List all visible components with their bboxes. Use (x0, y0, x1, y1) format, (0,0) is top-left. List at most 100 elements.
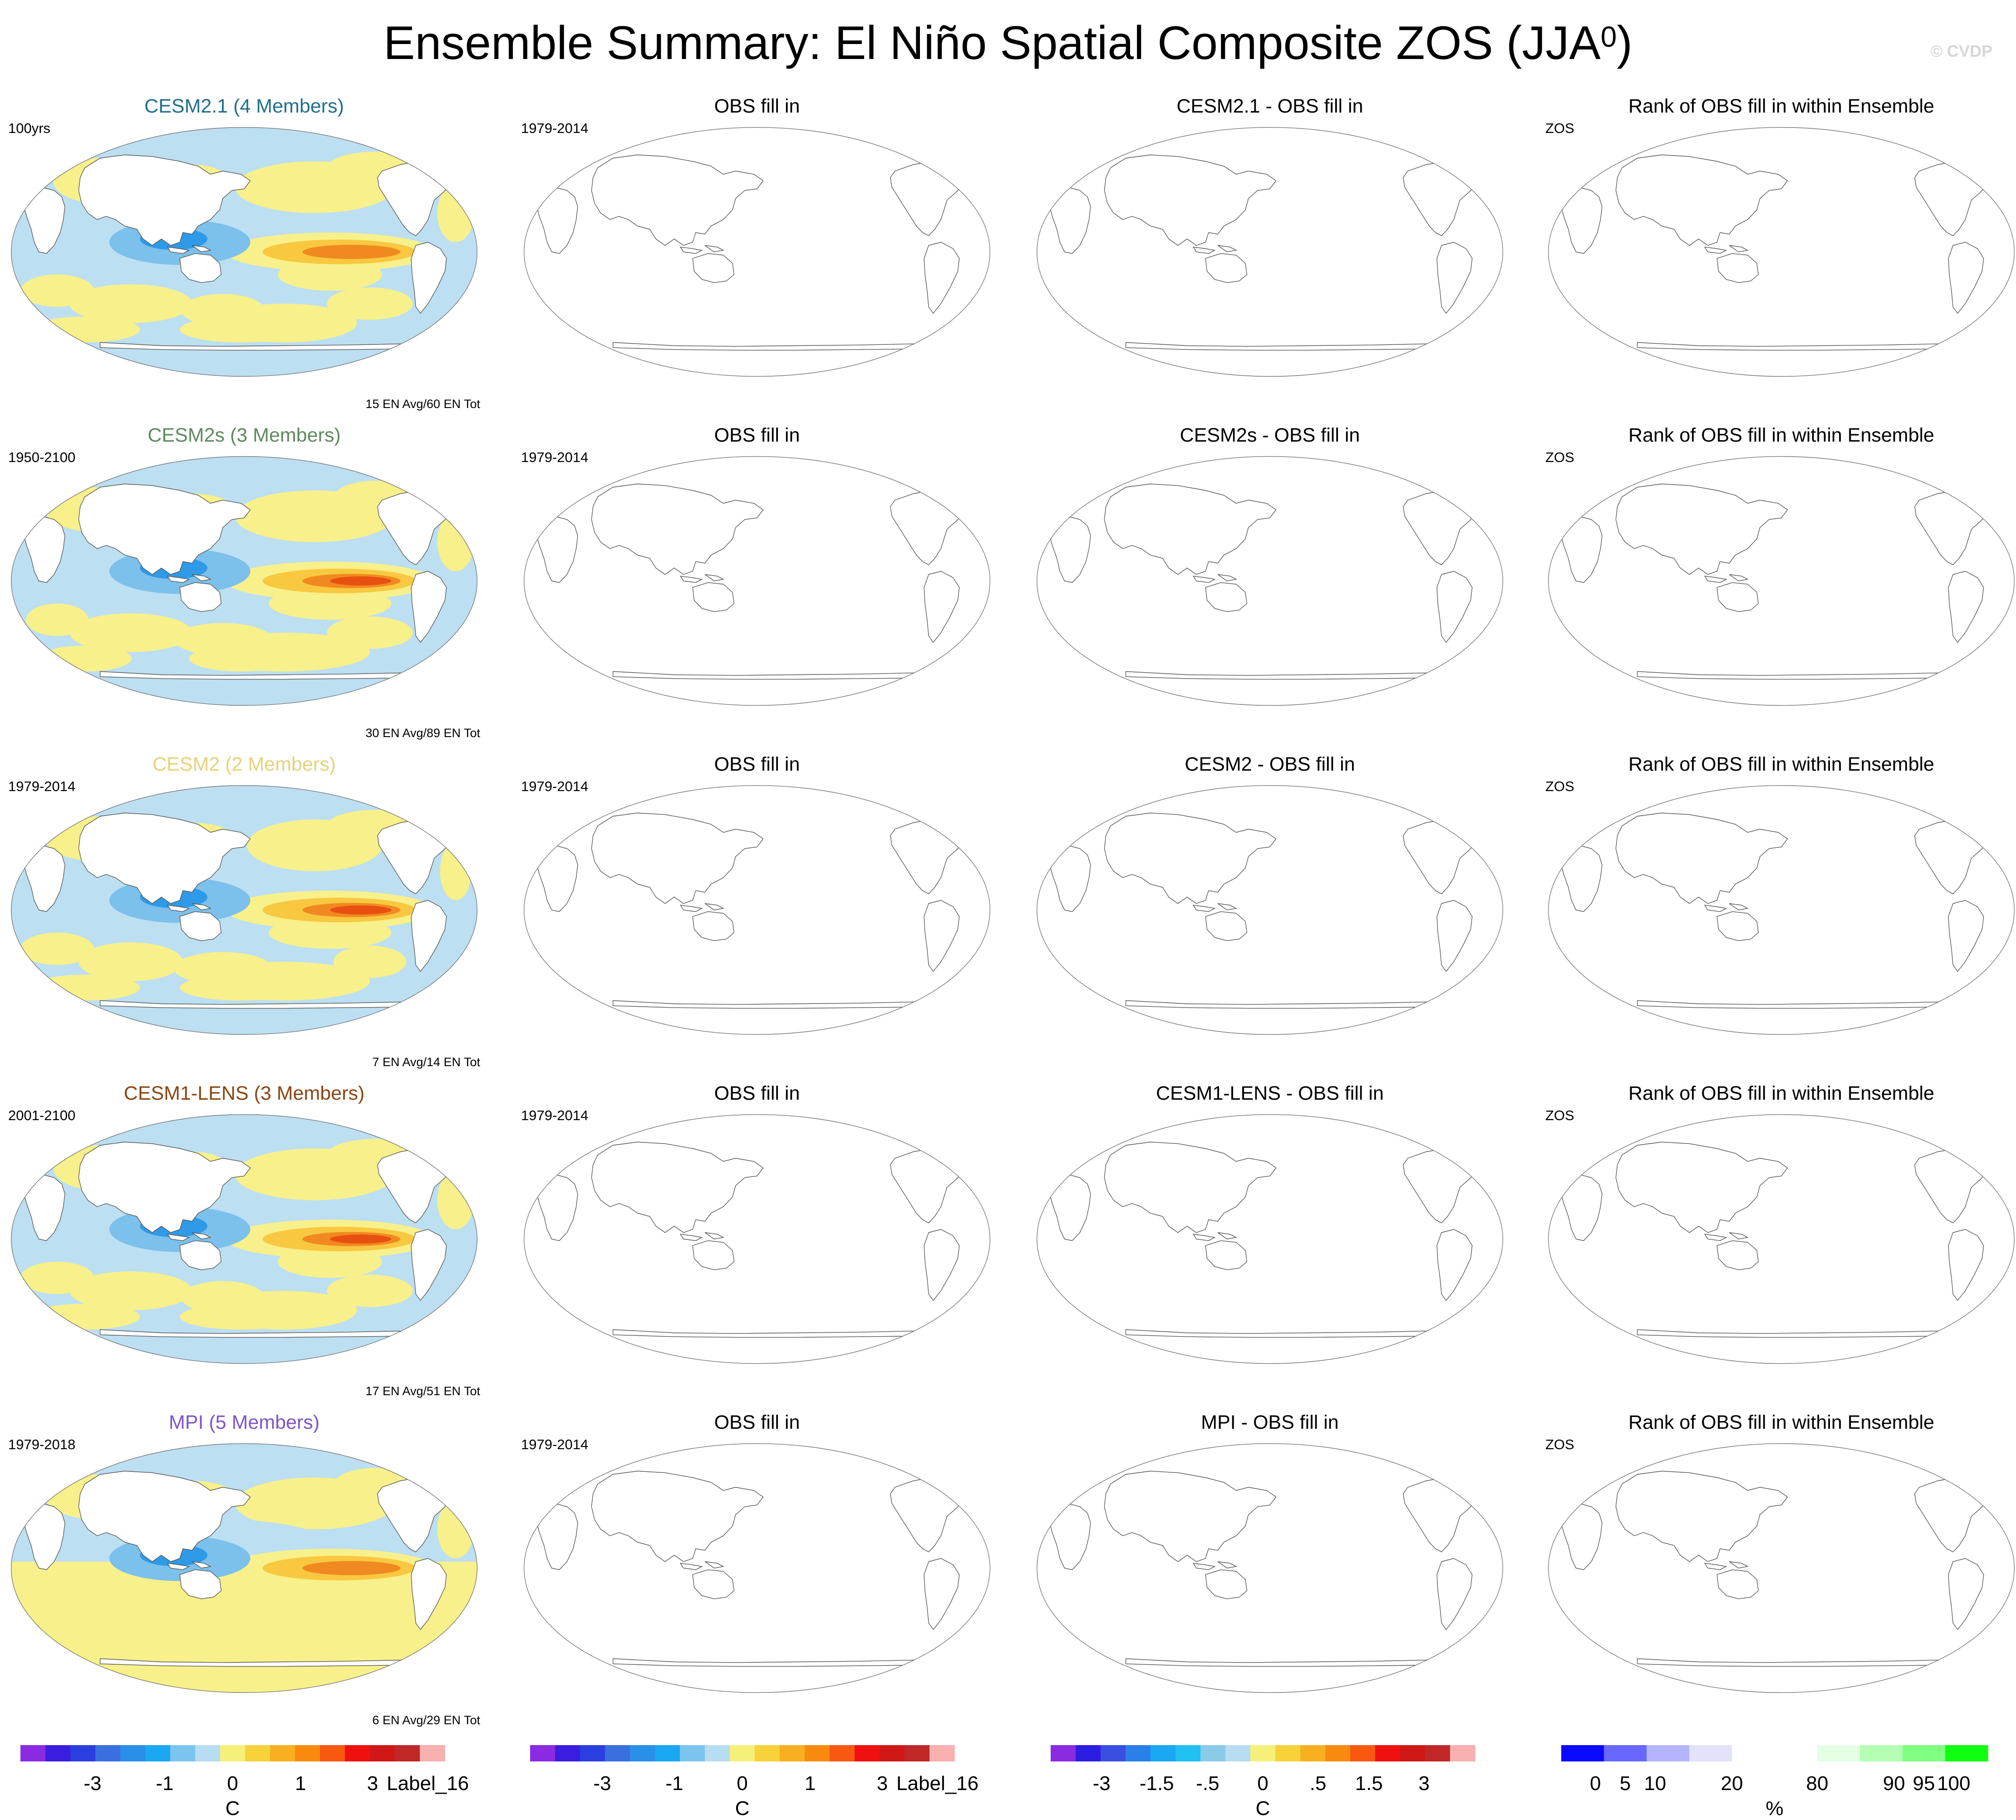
colorbar-tick-label: 80 (1806, 1772, 1829, 1795)
map-border (1548, 1114, 2015, 1364)
obs-composite-title: OBS fill in (714, 753, 800, 775)
colorbar-4 (1561, 1745, 1988, 1761)
model-composite-period-label: 1950-2100 (8, 449, 76, 465)
ocean-field-empty (524, 1114, 990, 1364)
colorbar-swatch (1732, 1745, 1775, 1761)
difference-map-title: CESM1-LENS - OBS fill in (1156, 1082, 1384, 1104)
anomaly-region-positive (30, 316, 140, 343)
colorbar-swatch (530, 1745, 556, 1761)
ocean-field-empty (1037, 785, 1503, 1035)
difference-map-title: CESM2 - OBS fill in (1185, 753, 1355, 775)
enso-tongue-max (330, 905, 392, 915)
anomaly-region-positive (333, 945, 407, 978)
obs-composite-title: OBS fill in (714, 424, 800, 446)
colorbar-unit-label: % (1765, 1797, 1784, 1820)
colorbar-swatch (1350, 1745, 1376, 1761)
colorbar-swatch (605, 1745, 630, 1761)
colorbar-tick-label: -1.5 (1139, 1772, 1174, 1795)
colorbar-swatch (1200, 1745, 1226, 1761)
model-composite-title: CESM2s (3 Members) (148, 424, 341, 446)
map-border (11, 785, 477, 1035)
rank-map-panel (1548, 1114, 2015, 1364)
rank-map-period-label: ZOS (1545, 120, 1574, 136)
colorbar-swatch (880, 1745, 905, 1761)
colorbar-swatch (1250, 1745, 1276, 1761)
model-composite-title: CESM2 (2 Members) (152, 753, 336, 775)
colorbar-swatch (420, 1745, 445, 1761)
model-composite-period-label: 1979-2014 (8, 778, 76, 794)
model-composite-title: MPI (5 Members) (168, 1412, 320, 1433)
obs-composite-period-label: 1979-2014 (521, 120, 589, 136)
rank-map-title: Rank of OBS fill in within Ensemble (1628, 424, 1934, 446)
colorbar-swatch (855, 1745, 880, 1761)
ocean-field-empty (1548, 127, 2015, 377)
colorbar-swatch (1647, 1745, 1690, 1761)
ocean-field-empty (1037, 1443, 1503, 1693)
event-count-label: 6 EN Avg/29 EN Tot (372, 1713, 480, 1727)
difference-map-title: CESM2s - OBS fill in (1180, 424, 1360, 446)
map-border (1037, 785, 1503, 1035)
colorbar-swatch (370, 1745, 395, 1761)
model-composite-period-label: 2001-2100 (8, 1107, 76, 1123)
model-composite-panel (11, 785, 477, 1035)
map-border (1037, 1443, 1503, 1693)
colorbar-swatch (345, 1745, 370, 1761)
colorbar-swatch (630, 1745, 655, 1761)
colorbar-tick-label: 10 (1644, 1772, 1667, 1795)
map-border (524, 785, 990, 1035)
rank-map-panel (1548, 127, 2015, 377)
colorbar-unit-label: C (1255, 1797, 1270, 1820)
obs-composite-title: OBS fill in (714, 1412, 800, 1433)
difference-map-panel (1037, 456, 1503, 706)
colorbar-swatch (1817, 1745, 1860, 1761)
rank-map-title: Rank of OBS fill in within Ensemble (1628, 753, 1934, 775)
colorbar-swatch (120, 1745, 146, 1761)
colorbar-tick-label: -.5 (1196, 1772, 1219, 1795)
anomaly-region-positive (79, 942, 183, 981)
map-border (1548, 1443, 2015, 1693)
colorbar-swatch (1375, 1745, 1401, 1761)
ocean-field-empty (1037, 1114, 1503, 1364)
colorbar-tick-label: -3 (84, 1772, 102, 1795)
map-border (1548, 785, 2015, 1035)
colorbar-3 (1051, 1745, 1475, 1761)
colorbar-swatch (1151, 1745, 1176, 1761)
obs-composite-period-label: 1979-2014 (521, 778, 589, 794)
colorbar-swatch (320, 1745, 345, 1761)
colorbar-swatch (1300, 1745, 1326, 1761)
colorbar-swatch (1325, 1745, 1351, 1761)
colorbar-2 (530, 1745, 955, 1761)
obs-composite-title: OBS fill in (714, 1082, 800, 1104)
colorbar-swatch (1225, 1745, 1251, 1761)
difference-map-panel (1037, 127, 1503, 377)
colorbar-swatch (395, 1745, 420, 1761)
colorbar-tick-label: 0 (227, 1772, 238, 1795)
rank-map-title: Rank of OBS fill in within Ensemble (1628, 1412, 1934, 1433)
colorbar-tick-label: .5 (1309, 1772, 1327, 1795)
ocean-field-empty (524, 1443, 990, 1693)
colorbar-swatch (1903, 1745, 1946, 1761)
ocean-field-empty (1037, 456, 1503, 706)
credit-text: © CVDP (1930, 42, 1992, 60)
colorbar-tick-label: 1 (804, 1772, 816, 1795)
anomaly-region-positive (69, 613, 192, 652)
colorbar-swatch (1450, 1745, 1475, 1761)
model-composite-panel (11, 1443, 477, 1693)
map-border (524, 127, 990, 377)
colorbar-swatch (1175, 1745, 1201, 1761)
difference-map-title: CESM2.1 - OBS fill in (1176, 95, 1363, 117)
obs-composite-panel (524, 785, 990, 1035)
anomaly-region-positive (11, 1561, 477, 1693)
map-border (11, 127, 477, 377)
obs-composite-panel (524, 1114, 990, 1364)
colorbar-tick-label: 0 (1257, 1772, 1269, 1795)
colorbar-tick-label: 100 (1937, 1772, 1971, 1795)
ocean-field-empty (1548, 456, 2015, 706)
rank-map-panel (1548, 1443, 2015, 1693)
ocean-field-empty (524, 785, 990, 1035)
model-composite-panel (11, 127, 477, 377)
colorbar-swatch (730, 1745, 755, 1761)
model-composite-panel (11, 456, 477, 706)
colorbar-swatch (1275, 1745, 1301, 1761)
ocean-field-empty (1548, 1443, 2015, 1693)
